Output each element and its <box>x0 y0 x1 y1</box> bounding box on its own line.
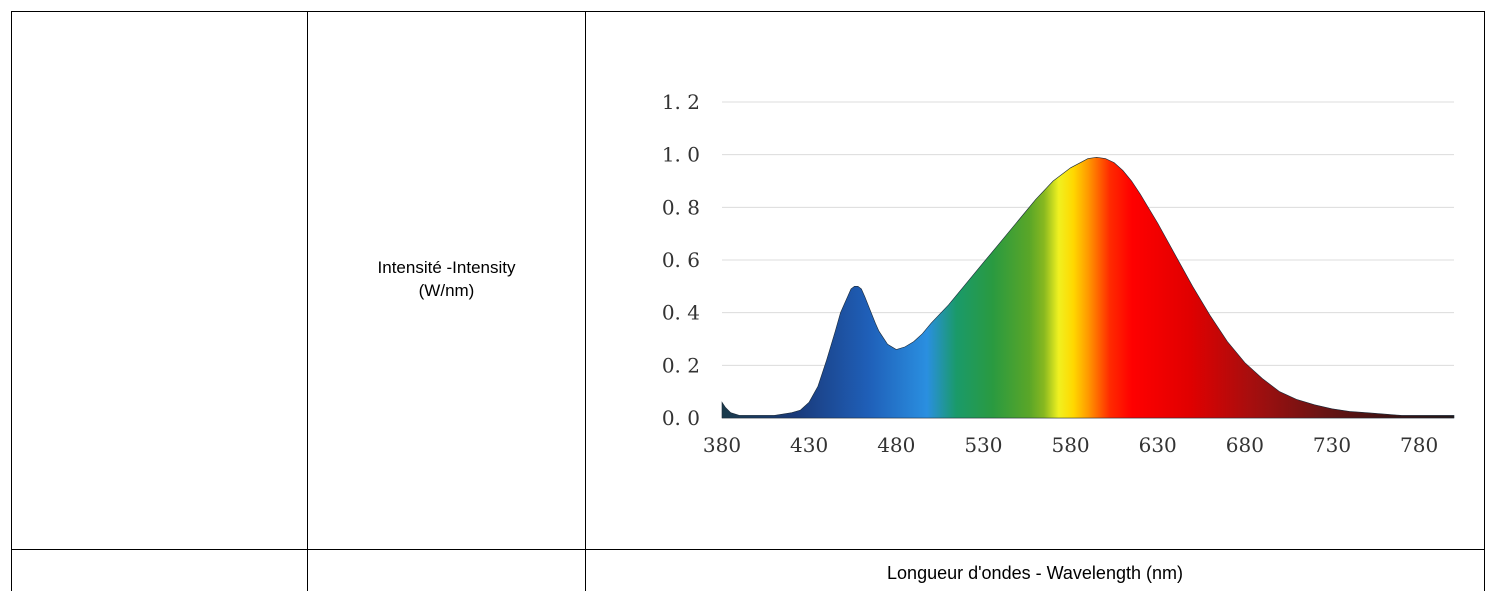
table-border-left <box>11 11 12 591</box>
spectrum-chart: 0. 0 0. 2 0. 4 0. 6 0. 8 1. 0 1. 2 380 430 480 53… <box>662 90 1455 457</box>
x-tick-label: 580 <box>1051 433 1089 457</box>
table-row-divider <box>11 549 1485 550</box>
x-tick-label: 430 <box>790 433 828 457</box>
x-tick-label: 630 <box>1139 433 1177 457</box>
table-border-top <box>11 11 1485 12</box>
y-tick-label: 1. 0 <box>662 143 700 167</box>
y-tick-label: 0. 2 <box>662 353 700 377</box>
y-axis-label: Intensité -Intensity (W/nm) <box>308 256 585 302</box>
table-column-divider-1 <box>307 11 308 591</box>
spectrum-area <box>721 156 1455 419</box>
x-tick-labels: 380 430 480 530 580 630 680 730 780 <box>703 433 1438 457</box>
x-tick-label: 680 <box>1226 433 1264 457</box>
y-tick-label: 1. 2 <box>662 90 700 114</box>
y-tick-label: 0. 0 <box>662 406 700 430</box>
x-tick-label: 530 <box>964 433 1002 457</box>
x-axis-label: Longueur d'ondes - Wavelength (nm) <box>887 563 1183 583</box>
y-axis-label-line-1: Intensité -Intensity <box>377 258 516 277</box>
x-tick-label: 480 <box>877 433 915 457</box>
y-axis-label-line-2: (W/nm) <box>418 281 475 300</box>
x-tick-label: 780 <box>1400 433 1438 457</box>
y-tick-label: 0. 8 <box>662 195 700 219</box>
y-tick-labels: 0. 0 0. 2 0. 4 0. 6 0. 8 1. 0 1. 2 <box>662 90 700 430</box>
x-tick-label: 730 <box>1313 433 1351 457</box>
y-tick-label: 0. 6 <box>662 248 700 272</box>
table-column-divider-2 <box>585 11 586 591</box>
x-tick-label: 380 <box>703 433 741 457</box>
y-tick-label: 0. 4 <box>662 301 700 325</box>
